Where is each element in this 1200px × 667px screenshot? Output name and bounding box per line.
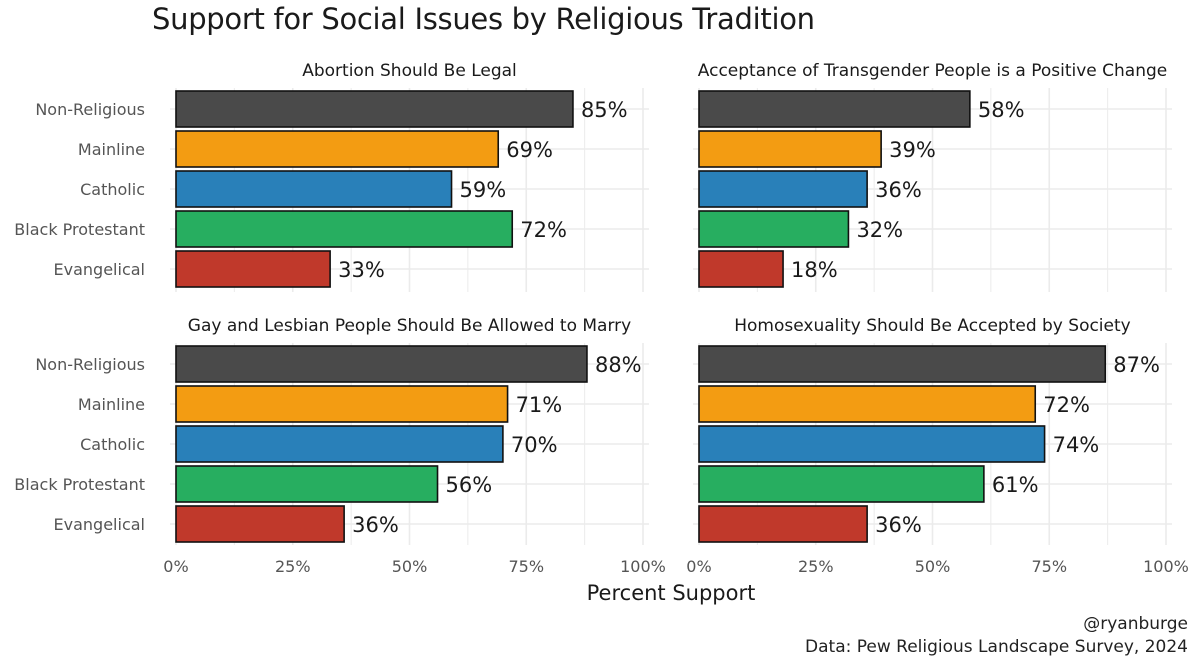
panel-title: Acceptance of Transgender People is a Po… xyxy=(698,61,1167,81)
bar xyxy=(176,91,573,127)
bar xyxy=(176,211,512,247)
data-label: 36% xyxy=(875,513,922,537)
y-tick-label: Evangelical xyxy=(54,260,145,279)
panel-title: Gay and Lesbian People Should Be Allowed… xyxy=(188,316,631,336)
data-label: 72% xyxy=(520,218,567,242)
data-label: 36% xyxy=(352,513,399,537)
data-label: 72% xyxy=(1043,393,1090,417)
data-label: 18% xyxy=(791,258,838,282)
y-tick-label: Black Protestant xyxy=(14,475,145,494)
y-tick-label: Catholic xyxy=(80,180,145,199)
faceted-bar-chart: Abortion Should Be Legal 85% 69% 59% 72% 33% N… xyxy=(0,0,1200,667)
x-tick-label: 100% xyxy=(620,557,666,576)
x-tick-label: 0% xyxy=(163,557,188,576)
bar xyxy=(176,506,344,542)
bar xyxy=(699,131,881,167)
credit-handle: @ryanburge xyxy=(1083,614,1188,634)
data-label: 33% xyxy=(338,258,385,282)
bar xyxy=(176,171,452,207)
bar xyxy=(699,426,1045,462)
bar xyxy=(699,91,970,127)
y-tick-label: Mainline xyxy=(78,395,145,414)
panel-title: Homosexuality Should Be Accepted by Soci… xyxy=(734,316,1130,336)
bar xyxy=(176,386,508,422)
data-label: 87% xyxy=(1113,353,1160,377)
bar xyxy=(176,346,587,382)
y-tick-label: Non-Religious xyxy=(35,100,145,119)
y-tick-label: Non-Religious xyxy=(35,355,145,374)
y-tick-label: Mainline xyxy=(78,140,145,159)
x-tick-label: 50% xyxy=(915,557,951,576)
x-tick-label: 75% xyxy=(508,557,544,576)
bar xyxy=(699,211,848,247)
data-label: 61% xyxy=(992,473,1039,497)
x-tick-label: 25% xyxy=(275,557,311,576)
data-label: 59% xyxy=(460,178,507,202)
data-label: 32% xyxy=(856,218,903,242)
bar xyxy=(699,346,1105,382)
bar xyxy=(699,251,783,287)
data-label: 70% xyxy=(511,433,558,457)
bar xyxy=(699,466,984,502)
data-label: 36% xyxy=(875,178,922,202)
bar xyxy=(699,386,1035,422)
x-tick-label: 25% xyxy=(798,557,834,576)
x-tick-label: 75% xyxy=(1031,557,1067,576)
data-label: 71% xyxy=(516,393,563,417)
x-axis-title: Percent Support xyxy=(587,581,756,605)
data-label: 39% xyxy=(889,138,936,162)
x-tick-label: 0% xyxy=(686,557,711,576)
y-tick-label: Catholic xyxy=(80,435,145,454)
x-tick-label: 100% xyxy=(1143,557,1189,576)
x-tick-label: 50% xyxy=(392,557,428,576)
data-label: 69% xyxy=(506,138,553,162)
data-label: 85% xyxy=(581,98,628,122)
bar xyxy=(176,251,330,287)
y-tick-label: Black Protestant xyxy=(14,220,145,239)
data-label: 88% xyxy=(595,353,642,377)
data-label: 58% xyxy=(978,98,1025,122)
bar xyxy=(176,466,438,502)
y-tick-label: Evangelical xyxy=(54,515,145,534)
bar xyxy=(176,426,503,462)
data-label: 56% xyxy=(446,473,493,497)
data-label: 74% xyxy=(1053,433,1100,457)
panel-title: Abortion Should Be Legal xyxy=(302,61,517,81)
credit-source: Data: Pew Religious Landscape Survey, 20… xyxy=(805,637,1188,657)
bar xyxy=(176,131,498,167)
bar xyxy=(699,506,867,542)
bar xyxy=(699,171,867,207)
